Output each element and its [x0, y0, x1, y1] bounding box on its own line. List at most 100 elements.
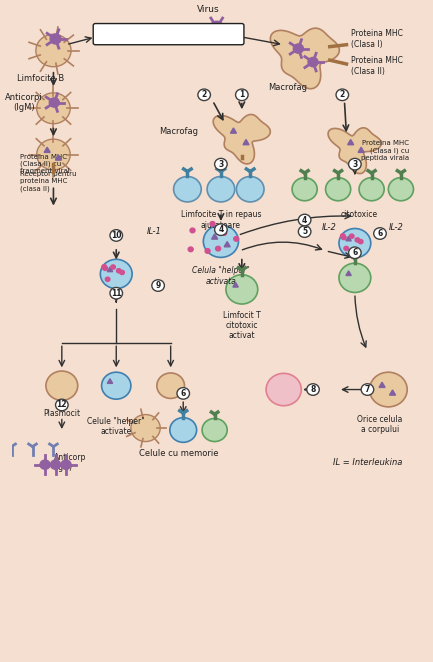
- Text: Celula "helper"
activata: Celula "helper" activata: [192, 266, 250, 286]
- Circle shape: [157, 373, 184, 399]
- Circle shape: [308, 58, 318, 67]
- Text: IL-2: IL-2: [321, 223, 336, 232]
- Text: Celule cu memorie: Celule cu memorie: [139, 449, 219, 458]
- Circle shape: [339, 263, 371, 293]
- Polygon shape: [390, 390, 396, 395]
- Text: Celule prezentatoare de antigen: Celule prezentatoare de antigen: [100, 30, 237, 39]
- Text: 8: 8: [310, 385, 316, 394]
- Circle shape: [344, 246, 349, 250]
- Circle shape: [298, 226, 311, 238]
- Circle shape: [359, 240, 363, 244]
- Circle shape: [216, 246, 220, 251]
- Text: IL = Interleukina: IL = Interleukina: [333, 458, 402, 467]
- Text: Orice celula
a corpului: Orice celula a corpului: [357, 414, 403, 434]
- Polygon shape: [328, 128, 381, 173]
- Polygon shape: [107, 267, 113, 271]
- Circle shape: [374, 228, 386, 239]
- Circle shape: [55, 399, 68, 410]
- Circle shape: [49, 98, 59, 107]
- Polygon shape: [348, 140, 354, 145]
- Circle shape: [369, 372, 407, 407]
- Circle shape: [307, 384, 319, 395]
- Text: 6: 6: [181, 389, 186, 398]
- Text: 4: 4: [302, 216, 307, 224]
- Polygon shape: [233, 283, 238, 287]
- Text: 4: 4: [218, 225, 223, 234]
- Text: Limfocite T in repaus
ajutatoare: Limfocite T in repaus ajutatoare: [181, 211, 261, 230]
- Polygon shape: [270, 28, 339, 89]
- Circle shape: [215, 224, 227, 236]
- Circle shape: [236, 177, 264, 202]
- Circle shape: [190, 228, 195, 233]
- Circle shape: [177, 388, 190, 399]
- Circle shape: [361, 384, 374, 395]
- Circle shape: [215, 158, 227, 170]
- FancyBboxPatch shape: [93, 24, 244, 45]
- Circle shape: [349, 158, 361, 170]
- Polygon shape: [224, 242, 230, 247]
- Circle shape: [102, 265, 107, 269]
- Circle shape: [298, 214, 311, 226]
- Circle shape: [207, 177, 235, 202]
- Text: Receptor pentru
proteina MHC
(clasa II): Receptor pentru proteina MHC (clasa II): [20, 171, 77, 192]
- Polygon shape: [37, 93, 70, 124]
- Text: 3: 3: [218, 160, 223, 169]
- Text: 2: 2: [201, 90, 207, 99]
- Circle shape: [359, 177, 384, 201]
- Circle shape: [102, 372, 131, 399]
- Text: IL-2: IL-2: [388, 223, 403, 232]
- Circle shape: [326, 177, 351, 201]
- Circle shape: [336, 89, 349, 101]
- Polygon shape: [346, 236, 351, 241]
- Polygon shape: [44, 147, 50, 152]
- Circle shape: [105, 277, 110, 281]
- Circle shape: [120, 270, 124, 275]
- Circle shape: [198, 89, 210, 101]
- Circle shape: [292, 177, 317, 201]
- Text: Limfocit T
citotoxic
activat: Limfocit T citotoxic activat: [223, 310, 261, 340]
- Text: 6: 6: [352, 248, 358, 258]
- Circle shape: [222, 230, 227, 235]
- Text: 12: 12: [57, 401, 67, 410]
- Circle shape: [110, 287, 123, 299]
- Circle shape: [40, 460, 50, 469]
- Text: 7: 7: [365, 385, 370, 394]
- Circle shape: [226, 275, 258, 304]
- Text: Proteina MHC
(Clasa II) cu
fragment viral: Proteina MHC (Clasa II) cu fragment vira…: [20, 154, 70, 174]
- Circle shape: [355, 238, 360, 242]
- Circle shape: [188, 247, 193, 252]
- Circle shape: [349, 234, 354, 238]
- Text: Anticorp
(IgG): Anticorp (IgG): [53, 453, 86, 473]
- Circle shape: [50, 34, 61, 44]
- Text: Limfocite B: Limfocite B: [17, 73, 65, 83]
- Circle shape: [210, 222, 215, 226]
- Polygon shape: [243, 140, 249, 145]
- Circle shape: [110, 230, 123, 241]
- Circle shape: [236, 89, 248, 101]
- Text: 6: 6: [378, 229, 383, 238]
- Text: Celule "helper"
activate: Celule "helper" activate: [87, 416, 145, 436]
- Circle shape: [103, 266, 107, 271]
- Polygon shape: [55, 155, 61, 160]
- Text: Virus: Virus: [197, 5, 220, 14]
- Text: Plasmocit: Plasmocit: [43, 409, 81, 418]
- Text: 3: 3: [352, 160, 358, 169]
- Circle shape: [293, 44, 304, 53]
- Circle shape: [234, 236, 239, 241]
- Text: 1: 1: [239, 90, 245, 99]
- Circle shape: [116, 269, 121, 273]
- Polygon shape: [107, 379, 113, 383]
- Text: IL-1: IL-1: [146, 227, 162, 236]
- Polygon shape: [212, 234, 218, 239]
- Circle shape: [342, 236, 346, 240]
- Circle shape: [220, 228, 224, 233]
- Circle shape: [100, 260, 132, 289]
- Circle shape: [339, 228, 371, 258]
- Text: citotoxice: citotoxice: [340, 211, 378, 219]
- Text: Macrofag: Macrofag: [268, 83, 307, 92]
- Text: 10: 10: [111, 231, 122, 240]
- Circle shape: [204, 225, 239, 258]
- Polygon shape: [230, 128, 236, 133]
- Polygon shape: [36, 34, 71, 67]
- Polygon shape: [379, 382, 385, 387]
